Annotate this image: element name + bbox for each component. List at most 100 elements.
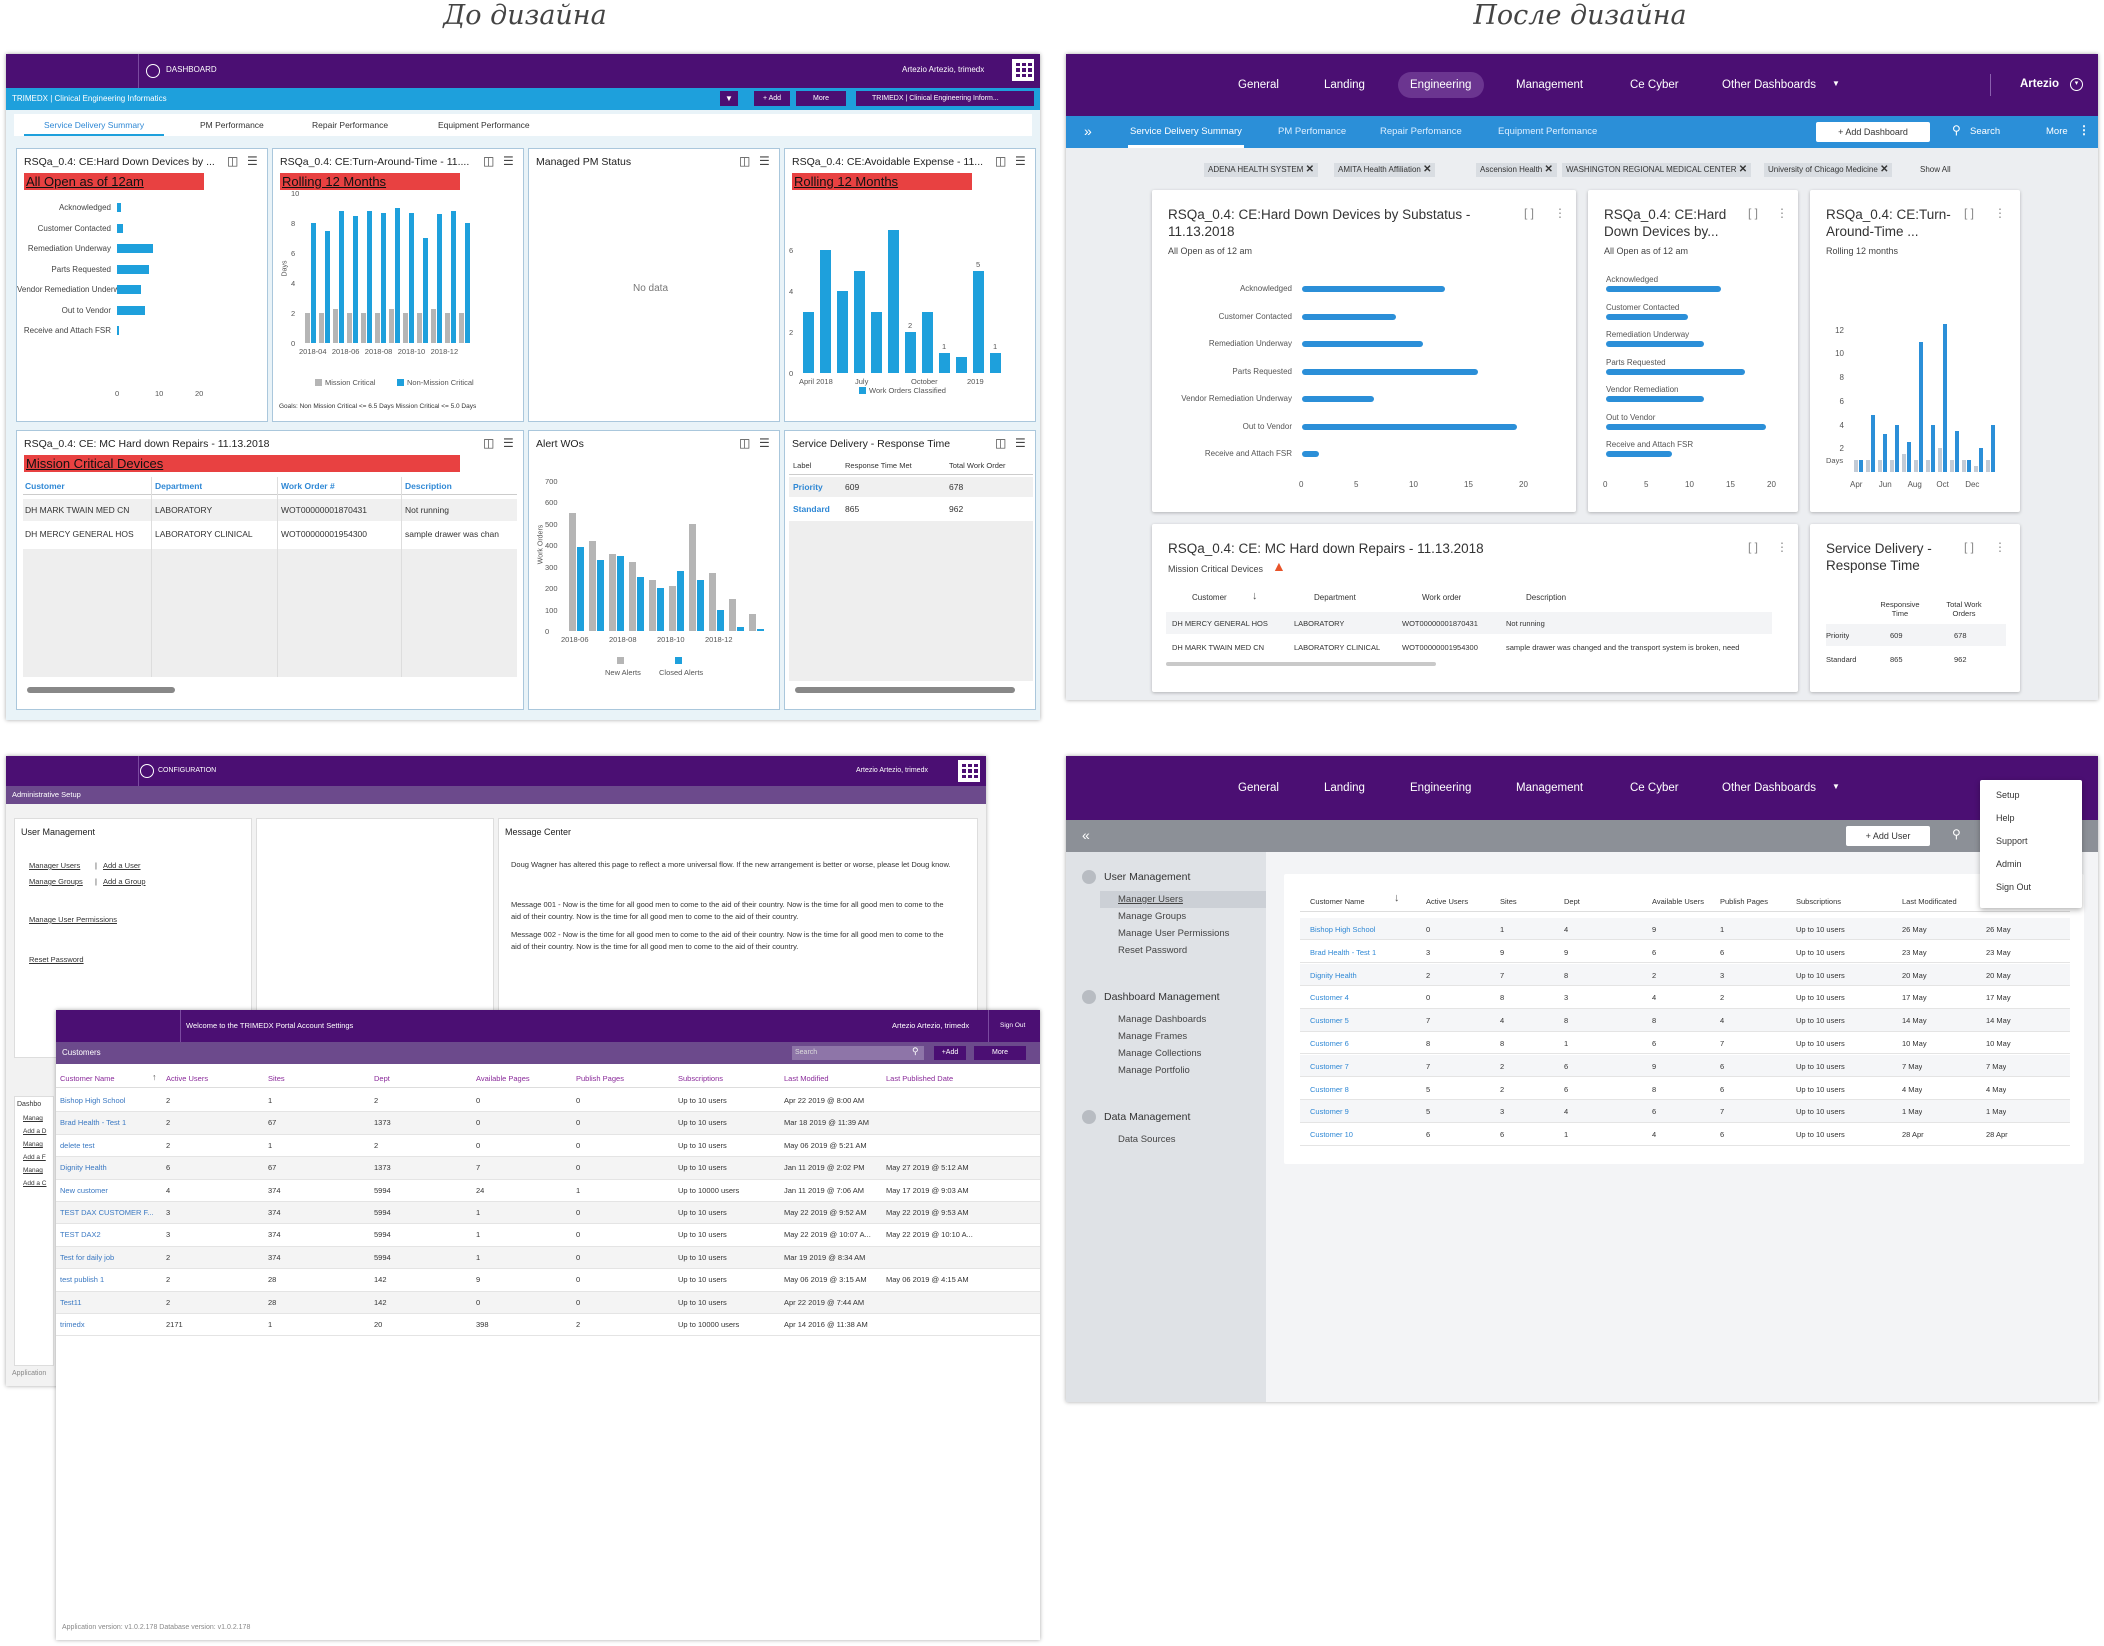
table-row[interactable]: TEST DAX CUSTOMER F... 3 374 5994 1 0 Up to 10… (56, 1202, 1040, 1225)
table-row[interactable]: Brad Health - Test 1 3 9 9 6 6 Up to 10 users 2… (1300, 940, 2070, 964)
expand-icon[interactable]: ◫ (739, 436, 751, 450)
expand-icon[interactable]: ◫ (483, 436, 495, 450)
tab-service-delivery[interactable]: Service Delivery Summary (44, 120, 145, 130)
filter-chip[interactable]: ADENA HEALTH SYSTEM ✕ (1204, 163, 1319, 177)
expand-icon[interactable]: ◫ (995, 436, 1007, 450)
apps-grid-icon[interactable] (958, 760, 980, 782)
table-cell[interactable]: Customer 5 (1310, 1016, 1349, 1026)
expand-icon[interactable]: [ ] (1748, 206, 1759, 220)
table-row[interactable]: delete test 2 1 2 0 0 Up to 10 users May 06 201… (56, 1134, 1040, 1158)
nav-management[interactable]: Management (1516, 79, 1584, 91)
nav-ce-cyber[interactable]: Ce Cyber (1630, 79, 1679, 91)
filter-icon[interactable]: ▼ (720, 91, 738, 106)
col-header[interactable]: Last Modified (784, 1074, 829, 1083)
user-name[interactable]: Artezio (2020, 78, 2059, 90)
table-cell[interactable]: TEST DAX CUSTOMER F... (60, 1208, 154, 1217)
scrollbar[interactable] (795, 687, 1015, 693)
menu-setup[interactable]: Setup (1996, 790, 2020, 800)
table-row[interactable]: Customer 7 7 2 6 9 6 Up to 10 users 7 May 7 May (1300, 1054, 2070, 1078)
table-cell[interactable]: Customer 9 (1310, 1107, 1349, 1117)
table-cell[interactable]: New customer (60, 1185, 108, 1195)
table-row[interactable]: Customer 9 5 3 4 6 7 Up to 10 users 1 May 1 May (1300, 1100, 2070, 1123)
col-header[interactable]: Subscriptions (678, 1074, 724, 1083)
table-cell[interactable]: Customer 8 (1310, 1084, 1349, 1094)
table-row[interactable]: TEST DAX2 3 374 5994 1 0 Up to 10 users May 22 … (56, 1224, 1040, 1247)
col-header[interactable]: Active Users (1426, 897, 1469, 906)
table-row[interactable]: Standard 865 962 (793, 504, 964, 514)
table-row[interactable]: Bishop High School 0 1 4 9 1 Up to 10 users 26 … (1300, 918, 2070, 941)
menu-admin[interactable]: Admin (1996, 859, 2022, 869)
kebab-icon[interactable]: ⋮ (2078, 123, 2090, 137)
expand-sidebar-icon[interactable]: » (1084, 123, 1092, 139)
table-cell[interactable]: Customer 6 (1310, 1039, 1349, 1048)
col-header[interactable]: Active Users (166, 1074, 209, 1083)
expand-icon[interactable]: ◫ (739, 154, 751, 168)
tab-service-delivery[interactable]: Service Delivery Summary (1130, 126, 1242, 137)
header-user[interactable]: Artezio Artezio, trimedx (902, 65, 985, 74)
table-cell[interactable]: Brad Health - Test 1 (60, 1118, 127, 1128)
menu-icon[interactable]: ☰ (1015, 154, 1026, 168)
nav-engineering[interactable]: Engineering (1410, 79, 1472, 91)
table-row[interactable]: New customer 4 374 5994 24 1 Up to 10000 users… (56, 1179, 1040, 1202)
table-cell[interactable]: trimedx (60, 1320, 85, 1329)
table-row[interactable]: test publish 1 2 28 142 9 0 Up to 10 users May … (56, 1269, 1040, 1292)
menu-icon[interactable]: ☰ (759, 154, 770, 168)
scrollbar[interactable] (1166, 662, 1436, 666)
scrollbar[interactable] (27, 687, 175, 693)
tab-equipment-performance[interactable]: Equipment Performance (438, 120, 530, 130)
menu-help[interactable]: Help (1996, 813, 2015, 823)
kebab-icon[interactable]: ⋮ (1776, 540, 1788, 554)
nav-general[interactable]: General (1238, 79, 1279, 91)
search-icon[interactable]: ⚲ (1952, 827, 1961, 841)
table-row[interactable]: Brad Health - Test 1 2 67 1373 0 0 Up to 10 us… (56, 1112, 1040, 1135)
expand-icon[interactable]: ◫ (995, 154, 1007, 168)
chevron-down-icon[interactable]: ▼ (1832, 79, 1840, 88)
col-header[interactable]: Customer Name (1310, 897, 1365, 906)
tab-equipment-performance[interactable]: Equipment Perfomance (1498, 126, 1598, 137)
kebab-icon[interactable]: ⋮ (1994, 206, 2006, 220)
table-row[interactable]: Bishop High School 2 1 2 0 0 Up to 10 users Apr… (56, 1090, 1040, 1113)
table-row[interactable]: DH MARK TWAIN MED CN LABORATORY CLINICAL… (1172, 643, 1740, 652)
nav-landing[interactable]: Landing (1324, 782, 1365, 794)
more-button[interactable]: More (974, 1046, 1026, 1060)
kebab-icon[interactable]: ⋮ (1776, 206, 1788, 220)
search-button[interactable]: Search (1970, 126, 2001, 137)
kebab-icon[interactable]: ⋮ (1994, 540, 2006, 554)
col-header[interactable]: Description (405, 481, 452, 491)
sort-arrow-icon[interactable]: ↓ (1394, 892, 1400, 904)
filter-chip[interactable]: WASHINGTON REGIONAL MEDICAL CENTER ✕ (1562, 163, 1752, 177)
table-row[interactable]: Standard 865 962 (1826, 655, 1967, 664)
col-header[interactable]: Available Users (1652, 897, 1704, 906)
table-cell[interactable]: Dignity Health (1310, 970, 1357, 980)
search-icon[interactable]: ⚲ (912, 1046, 919, 1056)
search-input[interactable]: Search (792, 1046, 924, 1060)
col-header[interactable]: Subscriptions (1796, 897, 1842, 906)
add-button[interactable]: + Add (754, 91, 790, 106)
show-all-link[interactable]: Show All (1920, 165, 1951, 174)
table-cell[interactable]: Customer 4 (1310, 993, 1349, 1003)
nav-other-dashboards[interactable]: Other Dashboards (1722, 782, 1816, 794)
nav-management[interactable]: Management (1516, 782, 1584, 794)
manage-groups-link[interactable]: Manage Groups (29, 877, 83, 886)
col-header[interactable]: Customer (25, 481, 65, 491)
table-row[interactable]: Test for daily job 2 374 5994 1 0 Up to 10 use… (56, 1246, 1040, 1270)
tab-repair-performance[interactable]: Repair Performance (312, 120, 389, 130)
tab-repair-performance[interactable]: Repair Perfomance (1380, 126, 1462, 137)
sort-arrow-icon[interactable]: ↓ (1252, 590, 1258, 602)
table-cell[interactable]: test publish 1 (60, 1275, 105, 1285)
table-row[interactable]: Test11 2 28 142 0 0 Up to 10 users Apr 22 2019 … (56, 1291, 1040, 1314)
sort-arrow-icon[interactable]: ↑ (152, 1072, 157, 1082)
menu-sign-out[interactable]: Sign Out (1996, 882, 2032, 892)
col-header[interactable]: Work Order # (281, 481, 335, 491)
table-cell[interactable]: TEST DAX2 (60, 1230, 101, 1240)
sidebar-section-title[interactable]: Data Management (1104, 1111, 1191, 1123)
add-user-button[interactable]: + Add User (1846, 826, 1930, 846)
nav-general[interactable]: General (1238, 782, 1279, 794)
filter-chip[interactable]: University of Chicago Medicine ✕ (1764, 163, 1893, 177)
chevron-down-icon[interactable]: ▾ (2070, 78, 2083, 91)
col-header[interactable]: Last Modificated (1902, 897, 1957, 906)
col-header[interactable]: Available Pages (476, 1074, 530, 1083)
table-row[interactable]: Priority 609 678 (789, 477, 1033, 497)
col-header[interactable]: Customer Name (60, 1074, 115, 1083)
table-cell[interactable]: Bishop High School (1310, 925, 1376, 934)
